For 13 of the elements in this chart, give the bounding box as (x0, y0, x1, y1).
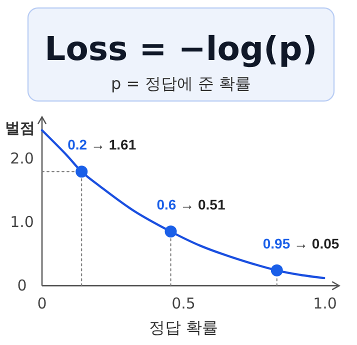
annotation: 0.95 → 0.05 (262, 235, 340, 252)
y-tick-label: 0 (17, 276, 27, 295)
chart-subtitle: p = 정답에 준 확률 (111, 74, 251, 93)
annotation: 0.6 → 0.51 (156, 196, 226, 213)
annotation: 0.2 → 1.61 (68, 136, 136, 153)
y-axis-title: 벌점 (5, 119, 35, 137)
x-axis-title: 정답 확률 (148, 318, 218, 337)
x-tick-label: 0.5 (172, 294, 196, 313)
y-tick-label: 1.0 (10, 213, 34, 231)
x-tick-label: 1.0 (313, 294, 337, 313)
y-tick-label: 2.0 (10, 149, 34, 168)
x-tick-label: 0 (37, 294, 47, 313)
chart-title: Loss = −log(p) (44, 29, 318, 68)
